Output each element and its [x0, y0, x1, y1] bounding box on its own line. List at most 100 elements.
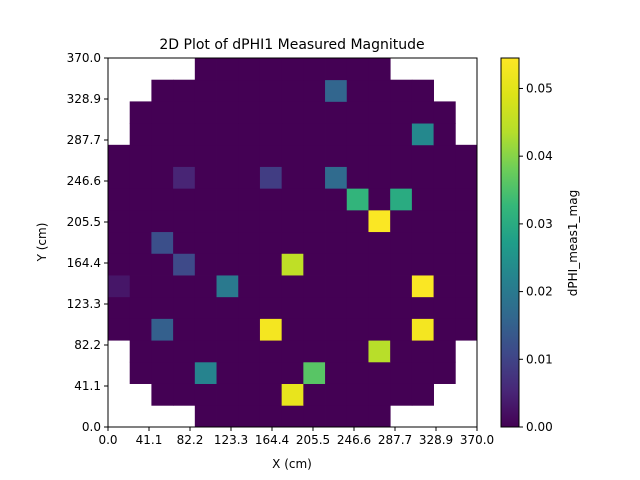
heatmap-cell: [108, 188, 131, 211]
heatmap-cell: [346, 318, 369, 341]
heatmap-cell: [433, 318, 456, 341]
heatmap-cell: [108, 166, 131, 189]
heatmap-cell: [216, 361, 239, 384]
heatmap-cell: [433, 253, 456, 276]
heatmap-cell: [238, 340, 261, 363]
heatmap-cell: [281, 144, 304, 167]
heatmap-cell: [368, 209, 391, 233]
heatmap-cell: [194, 58, 217, 81]
heatmap-cell: [346, 340, 369, 363]
heatmap-cell: [173, 144, 196, 167]
x-tick-label: 0.0: [98, 433, 117, 447]
y-tick-label: 246.6: [67, 174, 101, 188]
heatmap-cell: [346, 275, 369, 298]
heatmap-cell: [346, 166, 369, 189]
heatmap-cell: [346, 144, 369, 167]
heatmap-cell: [173, 79, 196, 102]
heatmap-cell: [194, 405, 217, 428]
heatmap-cell: [325, 275, 348, 298]
y-tick-label: 164.4: [67, 256, 101, 270]
x-tick-label: 370.0: [460, 433, 494, 447]
heatmap-cell: [216, 340, 239, 363]
heatmap-cell: [238, 296, 261, 319]
heatmap-cell: [151, 253, 174, 276]
heatmap-cell: [411, 383, 434, 406]
heatmap-cell: [455, 144, 478, 167]
heatmap-cell: [259, 405, 283, 428]
heatmap-cell: [281, 123, 304, 146]
heatmap-cell: [173, 383, 196, 406]
heatmap-cell: [108, 231, 131, 254]
heatmap-cell: [411, 340, 434, 363]
heatmap-cell: [151, 188, 174, 211]
heatmap-cell: [325, 340, 348, 363]
colorbar-tick-label: 0.03: [526, 217, 553, 231]
y-tick-label: 41.1: [74, 379, 101, 393]
heatmap-cell: [325, 318, 348, 341]
heatmap-cell: [390, 361, 413, 384]
heatmap-cell: [129, 123, 152, 146]
heatmap-cell: [433, 275, 456, 298]
x-tick-label: 287.7: [378, 433, 412, 447]
heatmap-cell: [325, 123, 348, 146]
heatmap-cell: [368, 231, 391, 254]
heatmap-cell: [173, 340, 196, 363]
heatmap-cell: [151, 101, 174, 124]
heatmap-cell: [259, 361, 283, 384]
heatmap-cell: [346, 101, 369, 124]
heatmap-cell: [433, 209, 456, 233]
heatmap-cell: [368, 405, 391, 428]
heatmap-cell: [455, 188, 478, 211]
heatmap-cell: [194, 253, 217, 276]
colorbar-tick-label: 0.04: [526, 149, 553, 163]
heatmap-cell: [173, 209, 196, 233]
x-axis: 0.0 41.1 82.2 123.3 164.4 205.5 246.6 287.7 328.…: [98, 427, 494, 447]
heatmap-cell: [129, 253, 152, 276]
heatmap-cell: [173, 231, 196, 254]
heatmap-cell: [303, 79, 326, 102]
heatmap-cell: [194, 231, 217, 254]
heatmap-cell: [325, 209, 348, 233]
x-tick-label: 205.5: [296, 433, 330, 447]
heatmap-cell: [216, 296, 239, 319]
heatmap-cell: [281, 383, 304, 406]
heatmap-cell: [259, 101, 283, 124]
heatmap-cell: [238, 101, 261, 124]
heatmap-cell: [325, 405, 348, 428]
heatmap-cell: [238, 144, 261, 167]
heatmap-cell: [129, 296, 152, 319]
heatmap-cell: [129, 361, 152, 384]
heatmap-cell: [325, 166, 348, 189]
heatmap-cell: [151, 275, 174, 298]
heatmap-cell: [108, 318, 131, 341]
heatmap-cell: [216, 275, 239, 298]
x-tick-label: 123.3: [214, 433, 248, 447]
heatmap-cell: [433, 296, 456, 319]
heatmap-cell: [129, 144, 152, 167]
heatmap-cell: [151, 340, 174, 363]
heatmap-cell: [216, 79, 239, 102]
heatmap-cell: [411, 231, 434, 254]
heatmap-cell: [455, 296, 478, 319]
heatmap-cell: [129, 101, 152, 124]
colorbar-tick-label: 0.02: [526, 285, 553, 299]
heatmap-cell: [129, 188, 152, 211]
heatmap-cell: [238, 209, 261, 233]
colorbar-tick-label: 0.05: [526, 81, 553, 95]
heatmap-cell: [390, 188, 413, 211]
heatmap-cell: [216, 383, 239, 406]
heatmap-cell: [238, 166, 261, 189]
heatmap-cell: [216, 188, 239, 211]
heatmap-cell: [390, 383, 413, 406]
heatmap-cell: [390, 231, 413, 254]
heatmap-cell: [151, 318, 174, 341]
x-tick-label: 246.6: [337, 433, 371, 447]
heatmap-cell: [194, 188, 217, 211]
heatmap-cell: [129, 318, 152, 341]
heatmap-cell: [303, 361, 326, 384]
heatmap-cell: [129, 275, 152, 298]
heatmap-cell: [194, 296, 217, 319]
heatmap-cell: [108, 253, 131, 276]
heatmap-cell: [346, 123, 369, 146]
heatmap-cell: [238, 123, 261, 146]
